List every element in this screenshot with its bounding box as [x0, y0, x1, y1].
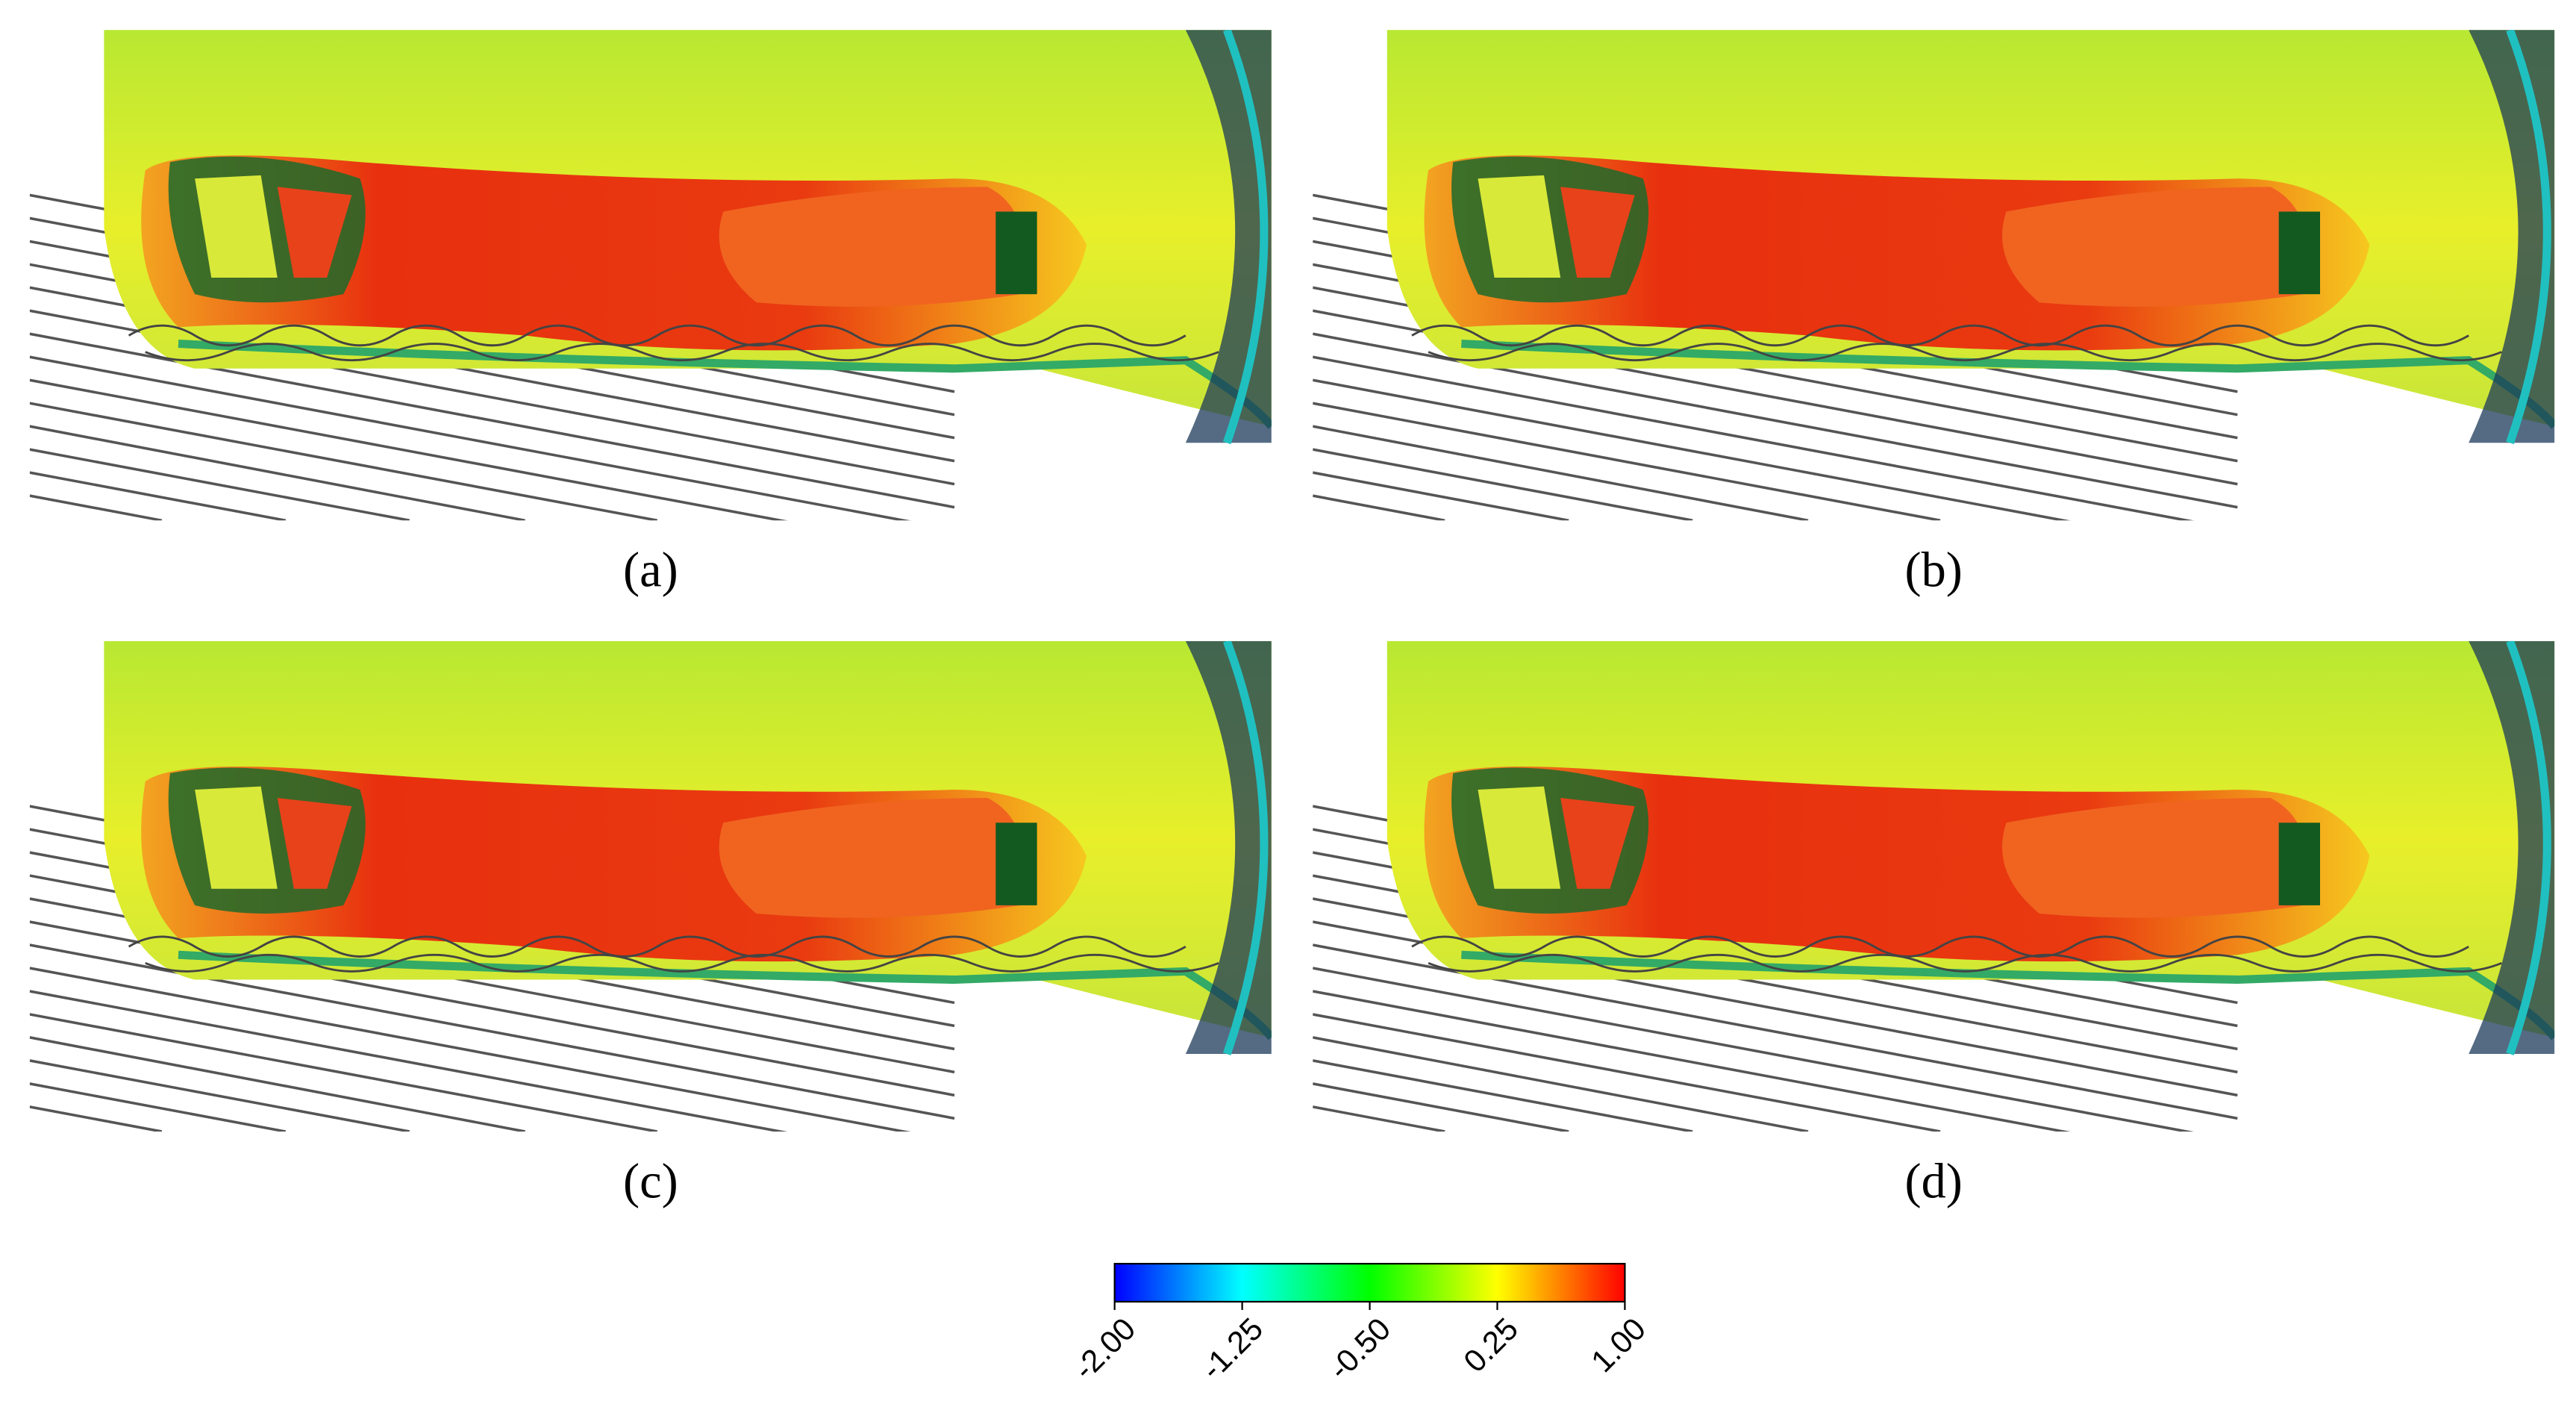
panel-label: (a): [623, 543, 678, 598]
colorbar: [1113, 1262, 1626, 1303]
panel: (c): [30, 641, 1272, 1208]
panel-label: (b): [1905, 543, 1963, 598]
panel-label: (c): [623, 1154, 678, 1208]
panel-label: (d): [1905, 1154, 1963, 1208]
panel: (d): [1313, 641, 2554, 1208]
panel: (a): [30, 30, 1272, 598]
panel: (b): [1313, 30, 2554, 598]
